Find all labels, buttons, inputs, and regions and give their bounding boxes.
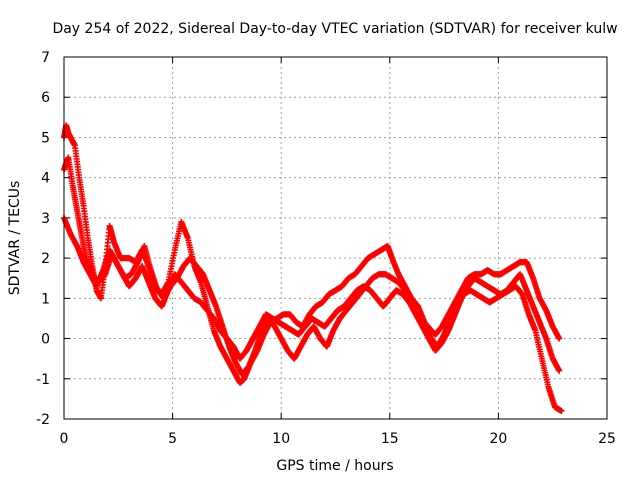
y-tick-label: 2 xyxy=(41,251,50,267)
y-tick-label: -1 xyxy=(36,372,50,388)
series-track-c xyxy=(61,214,563,374)
y-tick-label: 7 xyxy=(41,50,50,66)
x-tick-label: 15 xyxy=(381,431,399,447)
data-points xyxy=(61,122,565,414)
y-tick-label: 3 xyxy=(41,211,50,227)
y-tick-label: -2 xyxy=(36,412,50,428)
y-tick-labels: -2 -1 0 1 2 3 4 5 6 7 xyxy=(36,50,50,428)
x-tick-label: 0 xyxy=(60,431,69,447)
x-tick-labels: 0 5 10 15 20 25 xyxy=(60,431,616,447)
series-track-a xyxy=(61,122,563,386)
x-tick-label: 20 xyxy=(489,431,507,447)
y-tick-label: 0 xyxy=(41,332,50,348)
x-axis-label: GPS time / hours xyxy=(276,458,393,474)
y-axis-label: SDTVAR / TECUs xyxy=(7,181,23,296)
axis-ticks xyxy=(63,56,608,420)
plot-frame xyxy=(63,56,608,420)
data-point xyxy=(556,335,563,342)
data-point xyxy=(558,407,565,414)
x-tick-label: 5 xyxy=(168,431,177,447)
y-tick-label: 1 xyxy=(41,291,50,307)
x-tick-label: 25 xyxy=(598,431,616,447)
y-tick-label: 6 xyxy=(41,90,50,106)
y-tick-label: 5 xyxy=(41,130,50,146)
grid-lines xyxy=(64,57,607,419)
chart-title: Day 254 of 2022, Sidereal Day-to-day VTE… xyxy=(52,21,617,37)
x-tick-label: 10 xyxy=(272,431,290,447)
y-tick-label: 4 xyxy=(41,171,50,187)
data-point xyxy=(556,367,563,374)
